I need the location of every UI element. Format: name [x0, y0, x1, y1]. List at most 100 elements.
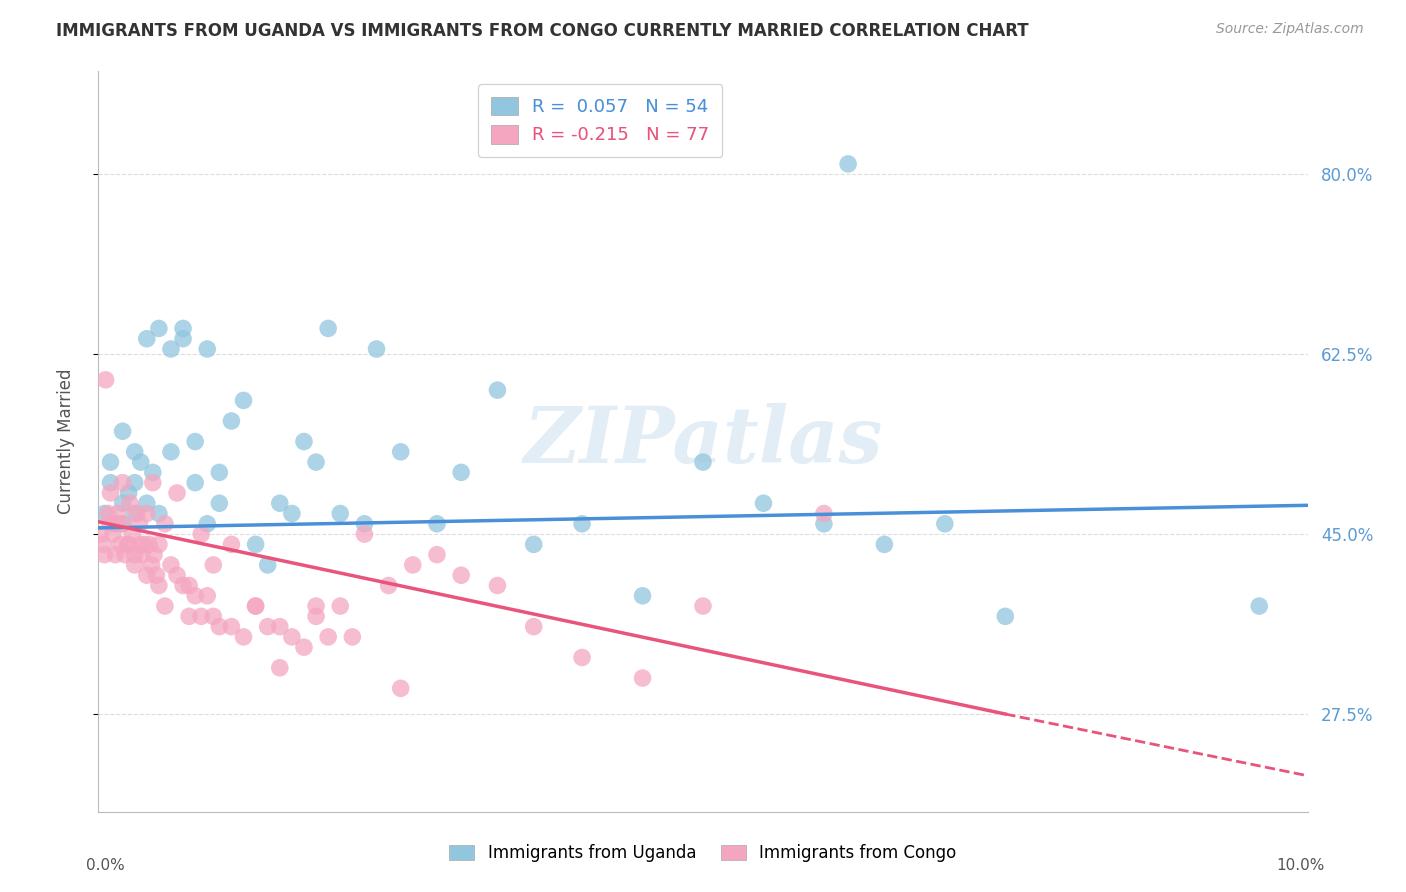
Point: [426, 516, 449, 531]
Point: [121, 527, 143, 541]
Point: [97, 507, 120, 521]
Point: [195, 516, 218, 531]
Point: [208, 466, 231, 480]
Point: [124, 445, 146, 459]
Point: [90, 527, 112, 541]
Point: [148, 537, 170, 551]
Point: [208, 496, 231, 510]
Point: [245, 537, 267, 551]
Point: [305, 599, 328, 613]
Point: [245, 599, 267, 613]
Point: [135, 332, 157, 346]
Point: [172, 578, 194, 592]
Legend: Immigrants from Uganda, Immigrants from Congo: Immigrants from Uganda, Immigrants from …: [441, 836, 965, 871]
Point: [813, 507, 835, 521]
Point: [1249, 599, 1271, 613]
Point: [148, 507, 170, 521]
Point: [111, 516, 134, 531]
Point: [100, 486, 122, 500]
Point: [160, 342, 183, 356]
Point: [93, 548, 115, 562]
Text: 10.0%: 10.0%: [1277, 858, 1324, 873]
Point: [208, 619, 231, 633]
Point: [353, 516, 375, 531]
Point: [172, 332, 194, 346]
Point: [269, 496, 291, 510]
Point: [100, 475, 122, 490]
Text: Source: ZipAtlas.com: Source: ZipAtlas.com: [1216, 22, 1364, 37]
Point: [450, 466, 472, 480]
Point: [389, 445, 412, 459]
Point: [135, 568, 157, 582]
Point: [523, 619, 546, 633]
Point: [135, 496, 157, 510]
Point: [124, 507, 146, 521]
Point: [129, 537, 152, 551]
Point: [316, 321, 339, 335]
Text: IMMIGRANTS FROM UGANDA VS IMMIGRANTS FROM CONGO CURRENTLY MARRIED CORRELATION CH: IMMIGRANTS FROM UGANDA VS IMMIGRANTS FRO…: [56, 22, 1029, 40]
Point: [202, 558, 225, 572]
Point: [523, 537, 546, 551]
Point: [190, 527, 212, 541]
Point: [450, 568, 472, 582]
Point: [377, 578, 399, 592]
Point: [571, 650, 593, 665]
Point: [305, 609, 328, 624]
Point: [179, 578, 201, 592]
Point: [486, 383, 509, 397]
Point: [994, 609, 1017, 624]
Point: [145, 568, 167, 582]
Point: [142, 475, 165, 490]
Point: [138, 537, 160, 551]
Point: [108, 537, 131, 551]
Point: [100, 455, 122, 469]
Point: [292, 434, 315, 449]
Point: [135, 507, 157, 521]
Point: [142, 466, 165, 480]
Point: [184, 589, 207, 603]
Point: [141, 558, 163, 572]
Point: [269, 619, 291, 633]
Point: [305, 455, 328, 469]
Point: [329, 599, 352, 613]
Point: [256, 619, 278, 633]
Point: [160, 445, 183, 459]
Point: [281, 630, 304, 644]
Point: [195, 342, 218, 356]
Text: ZIPatlas: ZIPatlas: [523, 403, 883, 480]
Point: [114, 548, 136, 562]
Point: [129, 455, 152, 469]
Point: [118, 486, 141, 500]
Point: [111, 496, 134, 510]
Point: [148, 321, 170, 335]
Point: [281, 507, 304, 521]
Point: [118, 537, 141, 551]
Point: [105, 516, 128, 531]
Point: [631, 589, 654, 603]
Point: [131, 548, 153, 562]
Point: [143, 548, 166, 562]
Point: [221, 619, 243, 633]
Point: [107, 507, 129, 521]
Point: [232, 393, 254, 408]
Point: [292, 640, 315, 655]
Point: [100, 516, 122, 531]
Point: [117, 537, 139, 551]
Point: [101, 527, 124, 541]
Point: [153, 599, 176, 613]
Point: [692, 599, 714, 613]
Point: [329, 507, 352, 521]
Point: [245, 599, 267, 613]
Point: [160, 558, 183, 572]
Legend: R =  0.057   N = 54, R = -0.215   N = 77: R = 0.057 N = 54, R = -0.215 N = 77: [478, 84, 723, 157]
Point: [221, 414, 243, 428]
Point: [166, 568, 188, 582]
Point: [124, 548, 146, 562]
Point: [353, 527, 375, 541]
Point: [232, 630, 254, 644]
Point: [91, 537, 114, 551]
Point: [837, 157, 859, 171]
Point: [934, 516, 956, 531]
Point: [571, 516, 593, 531]
Point: [402, 558, 425, 572]
